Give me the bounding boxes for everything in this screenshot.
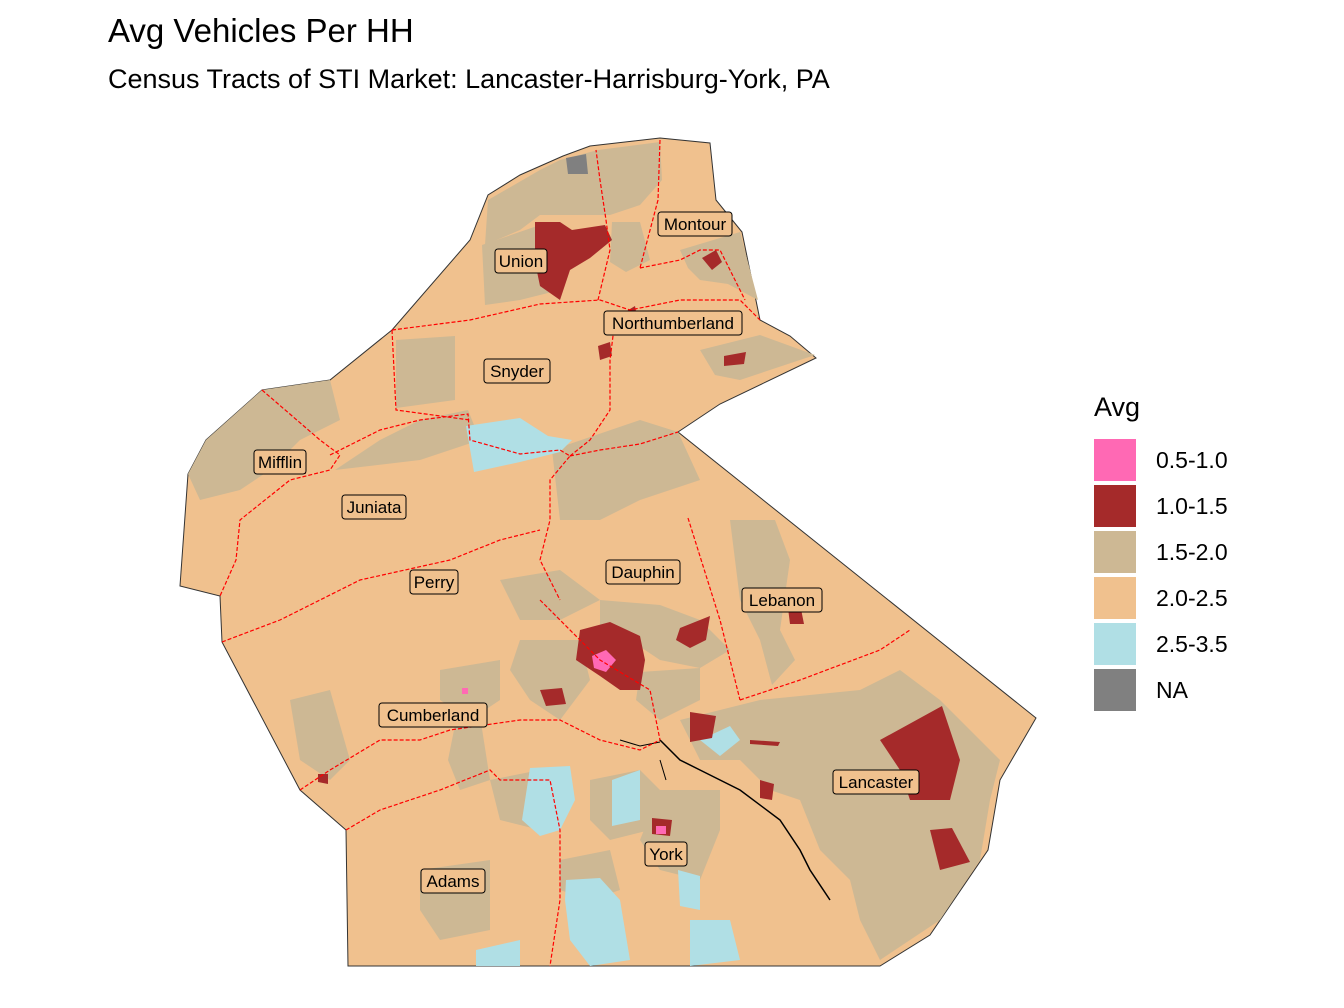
county-label-union: Union [494,248,548,274]
svg-text:Adams: Adams [427,872,480,891]
county-label-lebanon: Lebanon [741,587,823,613]
county-label-mifflin: Mifflin [253,449,307,475]
susquehanna-river [659,739,831,901]
tracts-1.0-1.5 [290,222,970,870]
svg-text:Mifflin: Mifflin [258,453,302,472]
svg-text:Lebanon: Lebanon [749,591,815,610]
county-label-northumberland: Northumberland [603,310,743,336]
tract-na [566,154,588,174]
legend-label: 1.0-1.5 [1156,492,1228,519]
county-labels: Montour Union Northumberland Snyder Miff… [253,211,920,894]
river-branch [619,739,667,781]
map-subtitle: Census Tracts of STI Market: Lancaster-H… [108,64,830,94]
legend-swatch [1094,623,1136,665]
svg-text:Lancaster: Lancaster [839,773,914,792]
svg-text:Juniata: Juniata [347,498,402,517]
county-label-montour: Montour [657,211,733,237]
svg-text:Union: Union [499,252,543,271]
county-label-juniata: Juniata [341,494,407,520]
legend-label: 0.5-1.0 [1156,446,1228,473]
svg-text:York: York [649,845,683,864]
legend-item: 1.0-1.5 [1094,483,1228,529]
legend: Avg 0.5-1.0 1.0-1.5 1.5-2.0 2.0-2.5 2.5-… [1094,392,1228,713]
legend-item: 1.5-2.0 [1094,529,1228,575]
county-boundaries [219,139,911,967]
county-label-perry: Perry [409,569,459,595]
legend-item: 2.5-3.5 [1094,621,1228,667]
legend-swatch [1094,439,1136,481]
legend-swatch [1094,669,1136,711]
tracts-2.5-3.5 [466,418,740,966]
legend-label: 1.5-2.0 [1156,538,1228,565]
legend-item: NA [1094,667,1228,713]
county-label-adams: Adams [420,868,486,894]
svg-text:Snyder: Snyder [490,362,544,381]
svg-text:Perry: Perry [414,573,455,592]
svg-text:Northumberland: Northumberland [612,314,734,333]
county-label-dauphin: Dauphin [605,559,681,585]
county-label-york: York [644,841,688,867]
legend-label: 2.0-2.5 [1156,584,1228,611]
county-label-snyder: Snyder [483,358,551,384]
legend-item: 2.0-2.5 [1094,575,1228,621]
legend-swatch [1094,531,1136,573]
legend-swatch [1094,577,1136,619]
legend-item: 0.5-1.0 [1094,437,1228,483]
legend-label: 2.5-3.5 [1156,630,1228,657]
legend-title: Avg [1094,392,1141,422]
legend-swatch [1094,485,1136,527]
county-label-cumberland: Cumberland [378,702,488,728]
svg-text:Cumberland: Cumberland [387,706,480,725]
svg-text:Montour: Montour [664,215,727,234]
map-title: Avg Vehicles Per HH [108,12,414,49]
legend-label: NA [1156,676,1188,703]
svg-text:Dauphin: Dauphin [611,563,674,582]
county-label-lancaster: Lancaster [832,769,920,795]
